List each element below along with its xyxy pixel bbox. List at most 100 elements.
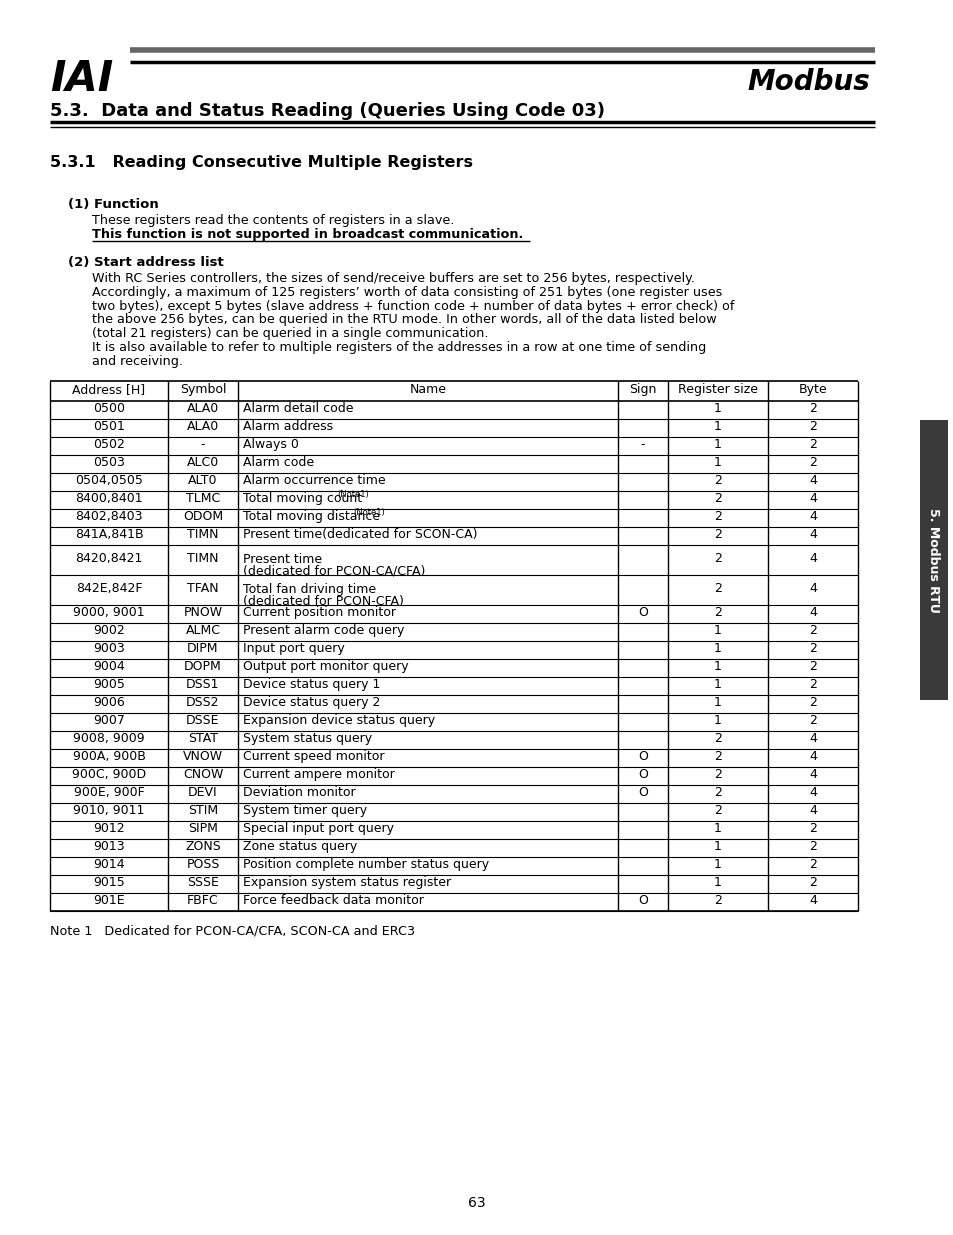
Text: Current position monitor: Current position monitor bbox=[243, 606, 395, 619]
Text: 0504,0505: 0504,0505 bbox=[75, 474, 143, 487]
Text: TLMC: TLMC bbox=[186, 492, 220, 505]
Text: This function is not supported in broadcast communication.: This function is not supported in broadc… bbox=[91, 228, 522, 241]
Text: (Note1): (Note1) bbox=[337, 490, 369, 499]
Text: 1: 1 bbox=[713, 678, 721, 692]
Text: the above 256 bytes, can be queried in the RTU mode. In other words, all of the : the above 256 bytes, can be queried in t… bbox=[91, 314, 716, 326]
Text: 9007: 9007 bbox=[93, 714, 125, 727]
Text: 4: 4 bbox=[808, 474, 816, 487]
Text: TFAN: TFAN bbox=[187, 582, 218, 595]
Text: Output port monitor query: Output port monitor query bbox=[243, 659, 408, 673]
Text: O: O bbox=[638, 768, 647, 781]
Text: 9008, 9009: 9008, 9009 bbox=[73, 732, 145, 745]
Text: 1: 1 bbox=[713, 858, 721, 871]
Text: 9006: 9006 bbox=[93, 697, 125, 709]
Text: ALC0: ALC0 bbox=[187, 456, 219, 469]
Text: SIPM: SIPM bbox=[188, 823, 217, 835]
Text: 2: 2 bbox=[808, 840, 816, 853]
Text: 4: 4 bbox=[808, 510, 816, 524]
Text: 5. Modbus RTU: 5. Modbus RTU bbox=[926, 508, 940, 613]
Text: 2: 2 bbox=[713, 732, 721, 745]
Text: (Note1): (Note1) bbox=[353, 508, 385, 517]
Text: Current ampere monitor: Current ampere monitor bbox=[243, 768, 395, 781]
Text: 4: 4 bbox=[808, 529, 816, 541]
Text: 0503: 0503 bbox=[93, 456, 125, 469]
Text: 900A, 900B: 900A, 900B bbox=[72, 750, 145, 763]
Text: Address [H]: Address [H] bbox=[72, 383, 146, 396]
Text: Zone status query: Zone status query bbox=[243, 840, 356, 853]
Text: ALA0: ALA0 bbox=[187, 403, 219, 415]
Text: 9002: 9002 bbox=[93, 624, 125, 637]
Text: 4: 4 bbox=[808, 552, 816, 566]
Text: VNOW: VNOW bbox=[183, 750, 223, 763]
Text: FBFC: FBFC bbox=[187, 894, 218, 906]
Text: ALMC: ALMC bbox=[185, 624, 220, 637]
Text: 1: 1 bbox=[713, 659, 721, 673]
Text: O: O bbox=[638, 787, 647, 799]
Text: System timer query: System timer query bbox=[243, 804, 367, 818]
Text: 4: 4 bbox=[808, 492, 816, 505]
Text: 1: 1 bbox=[713, 403, 721, 415]
Text: TIMN: TIMN bbox=[187, 529, 218, 541]
Text: 9004: 9004 bbox=[93, 659, 125, 673]
Text: 9012: 9012 bbox=[93, 823, 125, 835]
Text: Alarm address: Alarm address bbox=[243, 420, 333, 433]
Text: 2: 2 bbox=[808, 624, 816, 637]
Text: 2: 2 bbox=[808, 858, 816, 871]
Text: and receiving.: and receiving. bbox=[91, 354, 183, 368]
Text: Name: Name bbox=[409, 383, 446, 396]
Text: 2: 2 bbox=[713, 510, 721, 524]
Text: System status query: System status query bbox=[243, 732, 372, 745]
Text: 9010, 9011: 9010, 9011 bbox=[73, 804, 145, 818]
Text: 1: 1 bbox=[713, 642, 721, 655]
Text: 2: 2 bbox=[713, 804, 721, 818]
Text: 2: 2 bbox=[713, 492, 721, 505]
Text: Position complete number status query: Position complete number status query bbox=[243, 858, 489, 871]
Text: Register size: Register size bbox=[678, 383, 758, 396]
Text: 9003: 9003 bbox=[93, 642, 125, 655]
Text: SSSE: SSSE bbox=[187, 876, 218, 889]
Text: POSS: POSS bbox=[186, 858, 219, 871]
Text: (dedicated for PCON-CFA): (dedicated for PCON-CFA) bbox=[243, 594, 403, 608]
Text: O: O bbox=[638, 606, 647, 619]
Text: (1) Function: (1) Function bbox=[68, 198, 158, 211]
Text: 900E, 900F: 900E, 900F bbox=[73, 787, 144, 799]
Text: Special input port query: Special input port query bbox=[243, 823, 394, 835]
Text: 2: 2 bbox=[713, 750, 721, 763]
Text: Present time(dedicated for SCON-CA): Present time(dedicated for SCON-CA) bbox=[243, 529, 477, 541]
Text: 2: 2 bbox=[713, 474, 721, 487]
Text: 2: 2 bbox=[808, 420, 816, 433]
Text: 5.3.  Data and Status Reading (Queries Using Code 03): 5.3. Data and Status Reading (Queries Us… bbox=[50, 103, 604, 120]
Text: PNOW: PNOW bbox=[183, 606, 222, 619]
Text: ALT0: ALT0 bbox=[188, 474, 217, 487]
Text: 4: 4 bbox=[808, 894, 816, 906]
Text: 2: 2 bbox=[713, 606, 721, 619]
Text: 2: 2 bbox=[808, 659, 816, 673]
Text: STIM: STIM bbox=[188, 804, 218, 818]
Text: Force feedback data monitor: Force feedback data monitor bbox=[243, 894, 423, 906]
Text: 4: 4 bbox=[808, 606, 816, 619]
Text: 2: 2 bbox=[713, 787, 721, 799]
Text: 1: 1 bbox=[713, 438, 721, 451]
Text: Expansion system status register: Expansion system status register bbox=[243, 876, 451, 889]
Text: DSSE: DSSE bbox=[186, 714, 219, 727]
Text: 5.3.1   Reading Consecutive Multiple Registers: 5.3.1 Reading Consecutive Multiple Regis… bbox=[50, 156, 473, 170]
Text: 841A,841B: 841A,841B bbox=[74, 529, 143, 541]
Text: Current speed monitor: Current speed monitor bbox=[243, 750, 384, 763]
Text: ODOM: ODOM bbox=[183, 510, 223, 524]
Text: -: - bbox=[200, 438, 205, 451]
Text: Alarm code: Alarm code bbox=[243, 456, 314, 469]
Text: (dedicated for PCON-CA/CFA): (dedicated for PCON-CA/CFA) bbox=[243, 564, 425, 578]
Text: DOPM: DOPM bbox=[184, 659, 222, 673]
Text: 2: 2 bbox=[808, 823, 816, 835]
Text: Symbol: Symbol bbox=[179, 383, 226, 396]
Text: Alarm occurrence time: Alarm occurrence time bbox=[243, 474, 385, 487]
Text: 63: 63 bbox=[468, 1195, 485, 1210]
Text: 8420,8421: 8420,8421 bbox=[75, 552, 143, 566]
Text: 901E: 901E bbox=[93, 894, 125, 906]
Text: 4: 4 bbox=[808, 750, 816, 763]
Text: 0502: 0502 bbox=[93, 438, 125, 451]
Text: It is also available to refer to multiple registers of the addresses in a row at: It is also available to refer to multipl… bbox=[91, 341, 705, 354]
Text: Alarm detail code: Alarm detail code bbox=[243, 403, 354, 415]
Text: 4: 4 bbox=[808, 768, 816, 781]
Text: 900C, 900D: 900C, 900D bbox=[71, 768, 146, 781]
